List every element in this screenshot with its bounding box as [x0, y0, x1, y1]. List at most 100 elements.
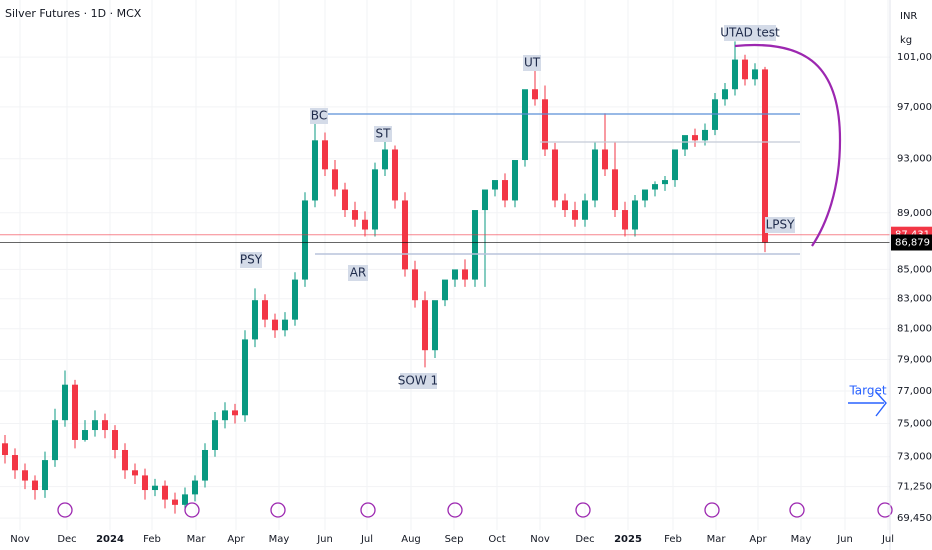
y-tick-label: 69,450 — [897, 513, 932, 524]
candle-body — [412, 269, 418, 301]
candle-body — [622, 210, 628, 230]
candle-body — [192, 480, 198, 495]
x-tick-label: Aug — [401, 534, 421, 545]
candle-body — [592, 149, 598, 201]
y-tick-label: 71,250 — [897, 482, 932, 493]
candle-body — [722, 89, 728, 100]
candle-body — [452, 269, 458, 280]
candle-body — [262, 300, 268, 320]
candle-body — [502, 180, 508, 201]
x-tick-label: Jun — [836, 534, 853, 545]
x-tick-label: Jul — [360, 534, 373, 545]
y-tick-label: 79,000 — [897, 355, 932, 366]
candle-body — [442, 279, 448, 301]
x-tick-label: Feb — [143, 534, 161, 545]
candle-body — [562, 200, 568, 211]
x-tick-label: Apr — [227, 534, 245, 545]
candle-body — [62, 384, 68, 421]
x-tick-label: May — [791, 534, 812, 545]
candle-body — [272, 319, 278, 331]
candle-body — [482, 189, 488, 211]
annotation: PSY — [240, 253, 263, 267]
candle-body — [2, 443, 8, 456]
candle-body — [492, 180, 498, 190]
candle-body — [102, 420, 108, 431]
utad-arc — [734, 44, 842, 247]
candle-body — [602, 149, 608, 170]
x-tick-label: 2024 — [96, 534, 124, 545]
y-tick-label: 89,000 — [897, 208, 932, 219]
candle-body — [652, 184, 658, 190]
x-tick-label: Jul — [881, 534, 894, 545]
candle-body — [712, 99, 718, 130]
price-label-box — [891, 234, 932, 251]
annotation: AR — [350, 266, 367, 280]
candle-body — [232, 410, 238, 416]
candle-body — [182, 494, 188, 505]
annotations: PSY BC ST AR UT SOW 1 UTAD test LPSY Tar… — [240, 25, 887, 398]
candle-body — [742, 59, 748, 80]
candle-body — [632, 200, 638, 230]
x-tick-label: Oct — [488, 534, 505, 545]
candle-body — [242, 339, 248, 416]
x-tick-label: May — [269, 534, 290, 545]
x-tick-label: Mar — [707, 534, 727, 545]
annotation: BC — [311, 109, 327, 123]
x-tick-label: Mar — [187, 534, 207, 545]
candle-body — [392, 149, 398, 201]
candle-body — [32, 480, 38, 491]
candle-body — [342, 189, 348, 211]
candle-body — [432, 300, 438, 351]
candle-body — [92, 420, 98, 431]
candle-body — [552, 149, 558, 201]
candle-body — [12, 455, 18, 471]
y-tick-label: 85,000 — [897, 264, 932, 275]
candle-body — [322, 140, 328, 170]
y-tick-label: 81,000 — [897, 324, 932, 335]
unit-label: kg — [900, 35, 912, 46]
candle-body — [672, 149, 678, 181]
plot-area — [0, 0, 890, 530]
annotation: SOW 1 — [398, 374, 438, 388]
candle-body — [462, 269, 468, 280]
candle-body — [692, 135, 698, 141]
candle-body — [122, 449, 128, 471]
candle-body — [112, 430, 118, 450]
event-icons — [57, 502, 893, 518]
candle-body — [212, 420, 218, 450]
x-tick-label: Apr — [749, 534, 767, 545]
annotation: ST — [376, 127, 392, 141]
candle-body — [702, 129, 708, 141]
target-arrow — [848, 391, 887, 417]
x-tick-label: Dec — [57, 534, 76, 545]
candle-body — [282, 319, 288, 331]
price-label: 86,879 — [895, 237, 930, 248]
candle-body — [292, 279, 298, 320]
y-tick-label: 83,000 — [897, 294, 932, 305]
candle-body — [752, 69, 758, 80]
y-tick-label: 75,000 — [897, 418, 932, 429]
candle-body — [612, 169, 618, 211]
x-tick-label: 2025 — [614, 534, 642, 545]
candle-body — [52, 420, 58, 461]
y-tick-label: 77,000 — [897, 386, 932, 397]
candle-body — [572, 210, 578, 220]
y-tick-label: 97,000 — [897, 102, 932, 113]
candle-body — [582, 200, 588, 220]
y-tick-label: 101,000 — [897, 52, 932, 63]
candle-body — [382, 149, 388, 170]
candle-body — [642, 189, 648, 201]
candle-body — [142, 475, 148, 491]
candle-body — [222, 410, 228, 421]
currency-label: INR — [900, 11, 917, 22]
annotation: UT — [524, 56, 541, 70]
y-tick-label: 93,000 — [897, 154, 932, 165]
candle-body — [662, 180, 668, 185]
candle-body — [352, 210, 358, 220]
candle-body — [152, 485, 158, 491]
candle-body — [302, 200, 308, 280]
x-tick-label: Dec — [575, 534, 594, 545]
candle-body — [72, 384, 78, 440]
